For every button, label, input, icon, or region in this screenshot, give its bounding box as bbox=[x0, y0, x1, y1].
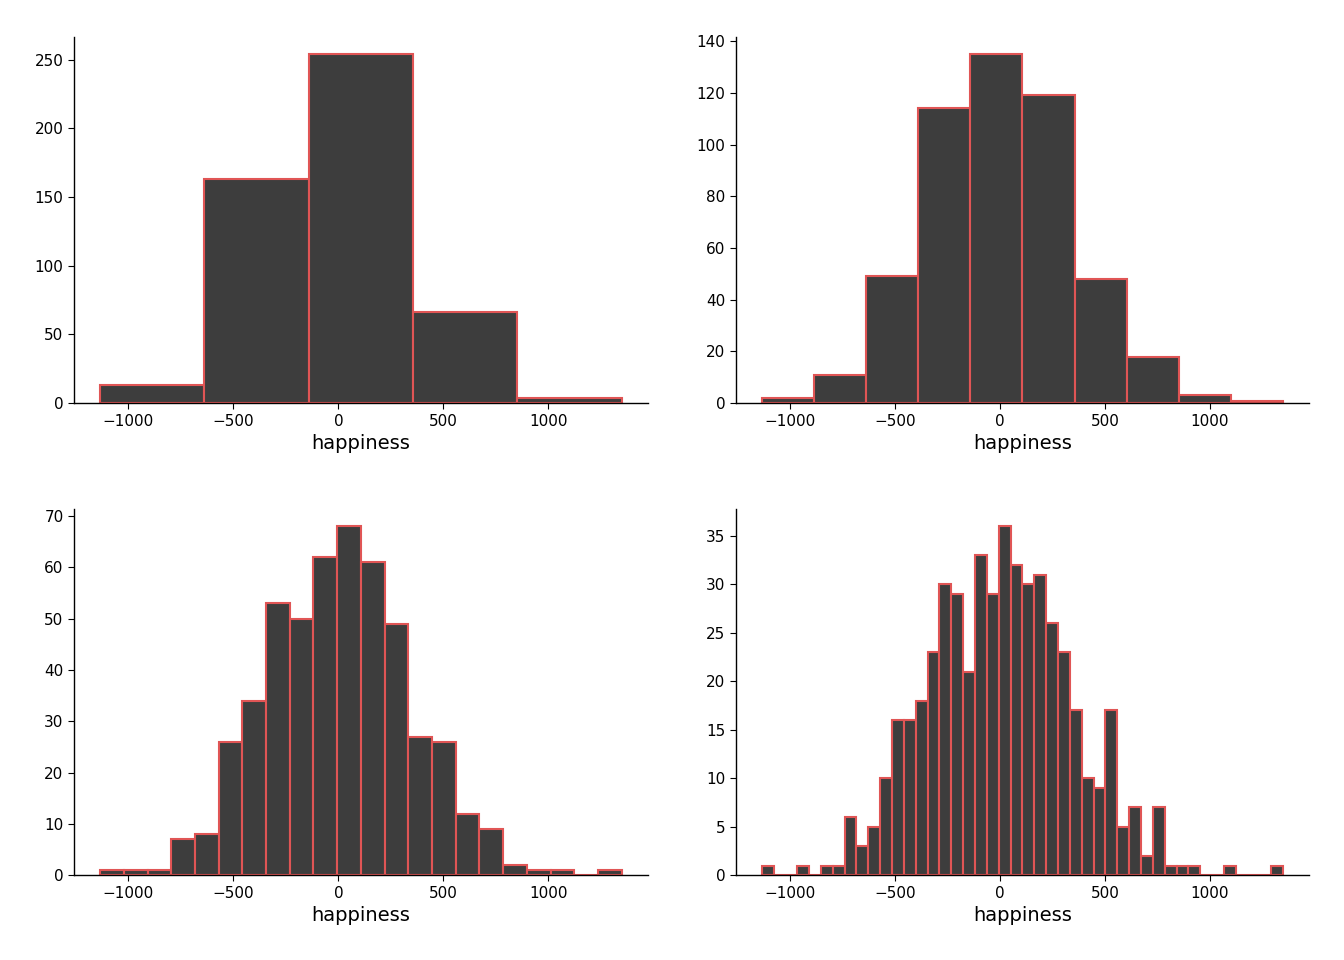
Bar bbox=[1117, 827, 1129, 876]
Bar bbox=[762, 398, 814, 403]
X-axis label: happiness: happiness bbox=[973, 906, 1073, 925]
Bar bbox=[833, 866, 844, 876]
Bar bbox=[1058, 652, 1070, 876]
Bar bbox=[1231, 400, 1284, 403]
Bar bbox=[1046, 623, 1058, 876]
Bar bbox=[866, 276, 918, 403]
Bar bbox=[124, 870, 148, 876]
Bar bbox=[999, 526, 1011, 876]
Bar bbox=[974, 555, 986, 876]
Bar bbox=[927, 652, 939, 876]
Bar bbox=[337, 526, 360, 876]
Bar bbox=[797, 866, 809, 876]
X-axis label: happiness: happiness bbox=[312, 434, 410, 453]
Bar bbox=[918, 108, 970, 403]
Bar bbox=[1105, 710, 1117, 876]
Bar bbox=[762, 866, 774, 876]
Bar bbox=[1035, 575, 1046, 876]
Bar bbox=[1188, 866, 1200, 876]
Bar bbox=[880, 779, 892, 876]
Bar bbox=[1271, 866, 1284, 876]
Bar bbox=[148, 870, 171, 876]
Bar bbox=[290, 618, 313, 876]
Bar bbox=[1082, 779, 1094, 876]
Bar bbox=[219, 742, 242, 876]
Bar bbox=[952, 594, 964, 876]
Bar bbox=[1023, 95, 1075, 403]
Bar bbox=[1023, 585, 1035, 876]
Bar bbox=[1094, 788, 1105, 876]
Bar bbox=[939, 585, 952, 876]
Bar bbox=[309, 54, 413, 403]
Bar bbox=[456, 814, 480, 876]
Bar bbox=[1070, 710, 1082, 876]
Bar bbox=[431, 742, 456, 876]
Bar bbox=[892, 720, 905, 876]
Bar bbox=[195, 834, 219, 876]
Bar bbox=[266, 603, 290, 876]
X-axis label: happiness: happiness bbox=[973, 434, 1073, 453]
Bar bbox=[99, 870, 124, 876]
Bar bbox=[1176, 866, 1188, 876]
Bar bbox=[915, 701, 927, 876]
Bar bbox=[1075, 279, 1126, 403]
Bar bbox=[384, 624, 409, 876]
Bar bbox=[551, 870, 574, 876]
Bar bbox=[1129, 807, 1141, 876]
Bar bbox=[970, 54, 1023, 403]
Bar bbox=[868, 827, 880, 876]
Bar bbox=[905, 720, 915, 876]
Bar bbox=[986, 594, 999, 876]
Bar bbox=[844, 817, 856, 876]
Bar bbox=[598, 870, 622, 876]
Bar bbox=[517, 397, 622, 403]
Bar bbox=[821, 866, 833, 876]
Bar bbox=[409, 736, 431, 876]
Bar bbox=[1011, 564, 1023, 876]
Bar bbox=[171, 839, 195, 876]
Bar bbox=[856, 846, 868, 876]
Bar bbox=[1141, 856, 1153, 876]
Bar bbox=[1179, 396, 1231, 403]
Bar bbox=[964, 672, 974, 876]
Bar bbox=[480, 829, 503, 876]
Bar bbox=[814, 374, 866, 403]
Bar bbox=[413, 312, 517, 403]
Bar bbox=[503, 865, 527, 876]
Bar bbox=[1224, 866, 1235, 876]
Bar bbox=[360, 563, 384, 876]
Bar bbox=[204, 180, 309, 403]
Bar bbox=[242, 701, 266, 876]
Bar bbox=[1153, 807, 1165, 876]
Bar bbox=[99, 385, 204, 403]
Bar bbox=[1165, 866, 1176, 876]
Bar bbox=[313, 557, 337, 876]
Bar bbox=[527, 870, 551, 876]
X-axis label: happiness: happiness bbox=[312, 906, 410, 925]
Bar bbox=[1126, 356, 1179, 403]
